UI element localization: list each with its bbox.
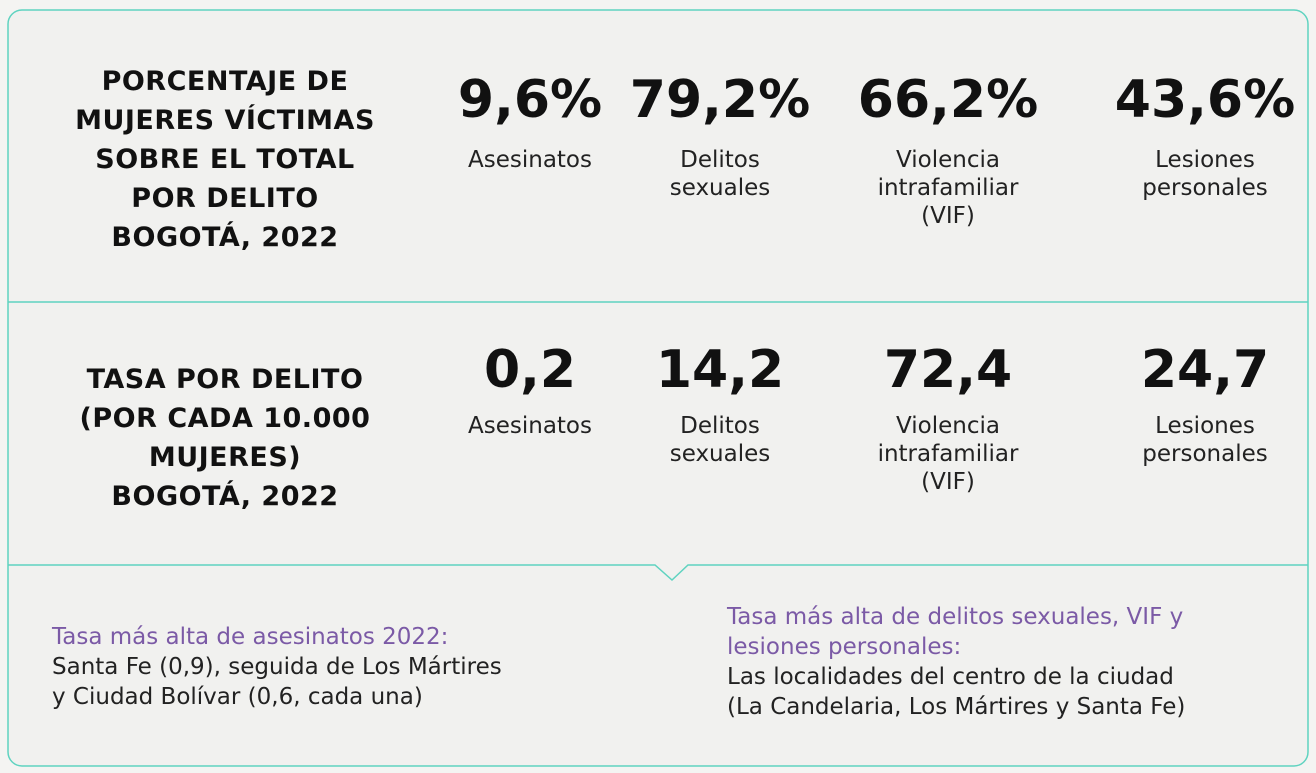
- section-title: PORCENTAJE DE MUJERES VÍCTIMAS SOBRE EL TO…: [45, 62, 405, 257]
- title-line: BOGOTÁ, 2022: [111, 222, 339, 253]
- stat-label: Delitos sexuales: [600, 412, 840, 468]
- stat-label: Lesiones personales: [1085, 146, 1316, 202]
- label-line: Asesinatos: [468, 147, 592, 173]
- note-heading: Tasa más alta de asesinatos 2022:: [52, 622, 502, 652]
- heading-line: lesiones personales:: [727, 634, 962, 660]
- label-line: Asesinatos: [468, 413, 592, 439]
- stat-label: Lesiones personales: [1085, 412, 1316, 468]
- label-line: Lesiones: [1155, 413, 1255, 439]
- label-line: (VIF): [921, 203, 975, 229]
- title-line: BOGOTÁ, 2022: [111, 481, 339, 512]
- note: Tasa más alta de asesinatos 2022: Santa F…: [52, 622, 502, 712]
- label-line: Violencia: [896, 147, 1000, 173]
- heading-line: Tasa más alta de asesinatos 2022:: [52, 624, 449, 650]
- stat-label: Asesinatos: [410, 412, 650, 440]
- label-line: personales: [1142, 441, 1268, 467]
- section-title: TASA POR DELITO (POR CADA 10.000 MUJERES) B…: [45, 360, 405, 516]
- note-body: Las localidades del centro de la ciudad (…: [727, 662, 1185, 722]
- label-line: Delitos: [680, 413, 760, 439]
- title-line: POR DELITO: [131, 183, 319, 214]
- heading-line: Tasa más alta de delitos sexuales, VIF y: [727, 604, 1184, 630]
- label-line: Violencia: [896, 413, 1000, 439]
- stat-value: 72,4: [883, 340, 1013, 400]
- title-line: SOBRE EL TOTAL: [95, 144, 355, 175]
- stat-label: Violencia intrafamiliar (VIF): [828, 412, 1068, 496]
- body-line: Santa Fe (0,9), seguida de Los Mártires: [52, 654, 502, 680]
- body-line: y Ciudad Bolívar (0,6, cada una): [52, 684, 423, 710]
- note-body: Santa Fe (0,9), seguida de Los Mártires y…: [52, 652, 502, 712]
- title-line: MUJERES VÍCTIMAS: [75, 105, 375, 136]
- stat-label: Violencia intrafamiliar (VIF): [828, 146, 1068, 230]
- label-line: sexuales: [669, 175, 771, 201]
- body-line: Las localidades del centro de la ciudad: [727, 664, 1174, 690]
- label-line: personales: [1142, 175, 1268, 201]
- stat-value: 24,7: [1140, 340, 1270, 400]
- title-line: PORCENTAJE DE: [101, 66, 349, 97]
- note-heading: Tasa más alta de delitos sexuales, VIF y…: [727, 602, 1185, 662]
- label-line: sexuales: [669, 441, 771, 467]
- stat-value: 43,6%: [1114, 70, 1296, 130]
- label-line: intrafamiliar: [877, 175, 1019, 201]
- panel: [7, 9, 1309, 767]
- divider-notch: [8, 564, 1308, 582]
- note: Tasa más alta de delitos sexuales, VIF y…: [727, 602, 1185, 722]
- label-line: Lesiones: [1155, 147, 1255, 173]
- stat-label: Delitos sexuales: [600, 146, 840, 202]
- label-line: intrafamiliar: [877, 441, 1019, 467]
- label-line: (VIF): [921, 469, 975, 495]
- title-line: (POR CADA 10.000: [79, 403, 371, 434]
- stat-value: 14,2: [655, 340, 785, 400]
- stat-value: 66,2%: [857, 70, 1039, 130]
- body-line: (La Candelaria, Los Mártires y Santa Fe): [727, 694, 1186, 720]
- stat-value: 9,6%: [457, 70, 603, 130]
- title-line: TASA POR DELITO: [86, 364, 364, 395]
- stat-value: 0,2: [483, 340, 577, 400]
- label-line: Delitos: [680, 147, 760, 173]
- stat-label: Asesinatos: [410, 146, 650, 174]
- stat-value: 79,2%: [629, 70, 811, 130]
- title-line: MUJERES): [148, 442, 302, 473]
